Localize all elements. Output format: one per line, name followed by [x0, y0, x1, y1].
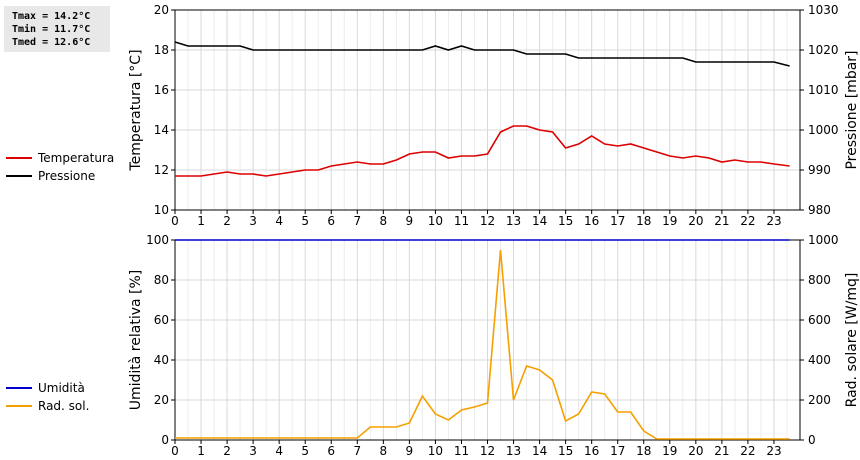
y-tick-label: 14 — [154, 123, 169, 137]
legend-label: Rad. sol. — [38, 399, 89, 413]
x-tick-label: 10 — [428, 214, 443, 228]
y-tick-label: 16 — [154, 83, 169, 97]
y-tick-label: 20 — [154, 3, 169, 17]
x-tick-label: 13 — [506, 214, 521, 228]
y2-tick-label: 980 — [808, 203, 831, 217]
x-tick-label: 4 — [275, 214, 283, 228]
x-tick-label: 7 — [353, 444, 361, 458]
y-tick-label: 100 — [146, 233, 169, 247]
x-tick-label: 12 — [480, 214, 495, 228]
x-tick-label: 2 — [223, 444, 231, 458]
y2-tick-label: 990 — [808, 163, 831, 177]
x-tick-label: 22 — [740, 444, 755, 458]
x-tick-label: 8 — [380, 214, 388, 228]
x-tick-label: 21 — [714, 214, 729, 228]
x-tick-label: 11 — [454, 444, 469, 458]
stats-box: Tmax = 14.2°C Tmin = 11.7°C Tmed = 12.6°… — [4, 6, 110, 52]
stats-tmax: Tmax = 14.2°C — [12, 11, 91, 22]
legend-label: Temperatura — [37, 151, 114, 165]
legend-label: Pressione — [38, 169, 95, 183]
series-line-1 — [175, 125, 790, 177]
y-tick-label: 20 — [154, 393, 169, 407]
x-tick-label: 17 — [610, 444, 625, 458]
x-tick-label: 14 — [532, 214, 547, 228]
y2-tick-label: 1020 — [808, 43, 839, 57]
x-tick-label: 23 — [766, 214, 781, 228]
x-tick-label: 19 — [662, 444, 677, 458]
x-tick-label: 12 — [480, 444, 495, 458]
x-tick-label: 2 — [223, 214, 231, 228]
x-tick-label: 22 — [740, 214, 755, 228]
x-tick-label: 17 — [610, 214, 625, 228]
y2-tick-label: 600 — [808, 313, 831, 327]
x-tick-label: 6 — [327, 214, 335, 228]
series-line-2 — [174, 41, 790, 67]
x-tick-label: 16 — [584, 444, 599, 458]
y-axis-label: Temperatura [°C] — [128, 49, 144, 171]
y2-tick-label: 1010 — [808, 83, 839, 97]
y2-tick-label: 1000 — [808, 233, 839, 247]
x-tick-label: 15 — [558, 214, 573, 228]
x-tick-label: 4 — [275, 444, 283, 458]
y-tick-label: 10 — [154, 203, 169, 217]
y-tick-label: 0 — [161, 433, 169, 447]
x-tick-label: 16 — [584, 214, 599, 228]
x-tick-label: 9 — [406, 444, 414, 458]
x-tick-label: 14 — [532, 444, 547, 458]
x-tick-label: 20 — [688, 444, 703, 458]
y2-axis-label: Pressione [mbar] — [844, 50, 860, 169]
x-tick-label: 7 — [353, 214, 361, 228]
x-tick-label: 5 — [301, 214, 309, 228]
y-tick-label: 12 — [154, 163, 169, 177]
y2-tick-label: 800 — [808, 273, 831, 287]
x-tick-label: 15 — [558, 444, 573, 458]
x-tick-label: 20 — [688, 214, 703, 228]
y2-tick-label: 0 — [808, 433, 816, 447]
y-axis-label: Umidità relativa [%] — [128, 270, 144, 411]
x-tick-label: 3 — [249, 444, 257, 458]
x-tick-label: 8 — [380, 444, 388, 458]
y2-tick-label: 1030 — [808, 3, 839, 17]
y-tick-label: 60 — [154, 313, 169, 327]
stats-tmed: Tmed = 12.6°C — [12, 37, 91, 48]
x-tick-label: 1 — [197, 214, 205, 228]
y2-tick-label: 200 — [808, 393, 831, 407]
y2-tick-label: 1000 — [808, 123, 839, 137]
x-tick-label: 18 — [636, 214, 651, 228]
x-tick-label: 5 — [301, 444, 309, 458]
y-tick-label: 80 — [154, 273, 169, 287]
x-tick-label: 0 — [171, 214, 179, 228]
x-tick-label: 18 — [636, 444, 651, 458]
x-tick-label: 6 — [327, 444, 335, 458]
y2-tick-label: 400 — [808, 353, 831, 367]
x-tick-label: 10 — [428, 444, 443, 458]
x-tick-label: 3 — [249, 214, 257, 228]
y-tick-label: 18 — [154, 43, 169, 57]
stats-tmin: Tmin = 11.7°C — [12, 24, 91, 35]
x-tick-label: 9 — [406, 214, 414, 228]
x-tick-label: 1 — [197, 444, 205, 458]
x-tick-label: 13 — [506, 444, 521, 458]
x-tick-label: 23 — [766, 444, 781, 458]
x-tick-label: 0 — [171, 444, 179, 458]
x-tick-label: 21 — [714, 444, 729, 458]
y2-axis-label: Rad. solare [W/mq] — [844, 273, 860, 408]
x-tick-label: 11 — [454, 214, 469, 228]
y-tick-label: 40 — [154, 353, 169, 367]
legend-label: Umidità — [38, 381, 85, 395]
series-line-2 — [175, 249, 790, 440]
x-tick-label: 19 — [662, 214, 677, 228]
